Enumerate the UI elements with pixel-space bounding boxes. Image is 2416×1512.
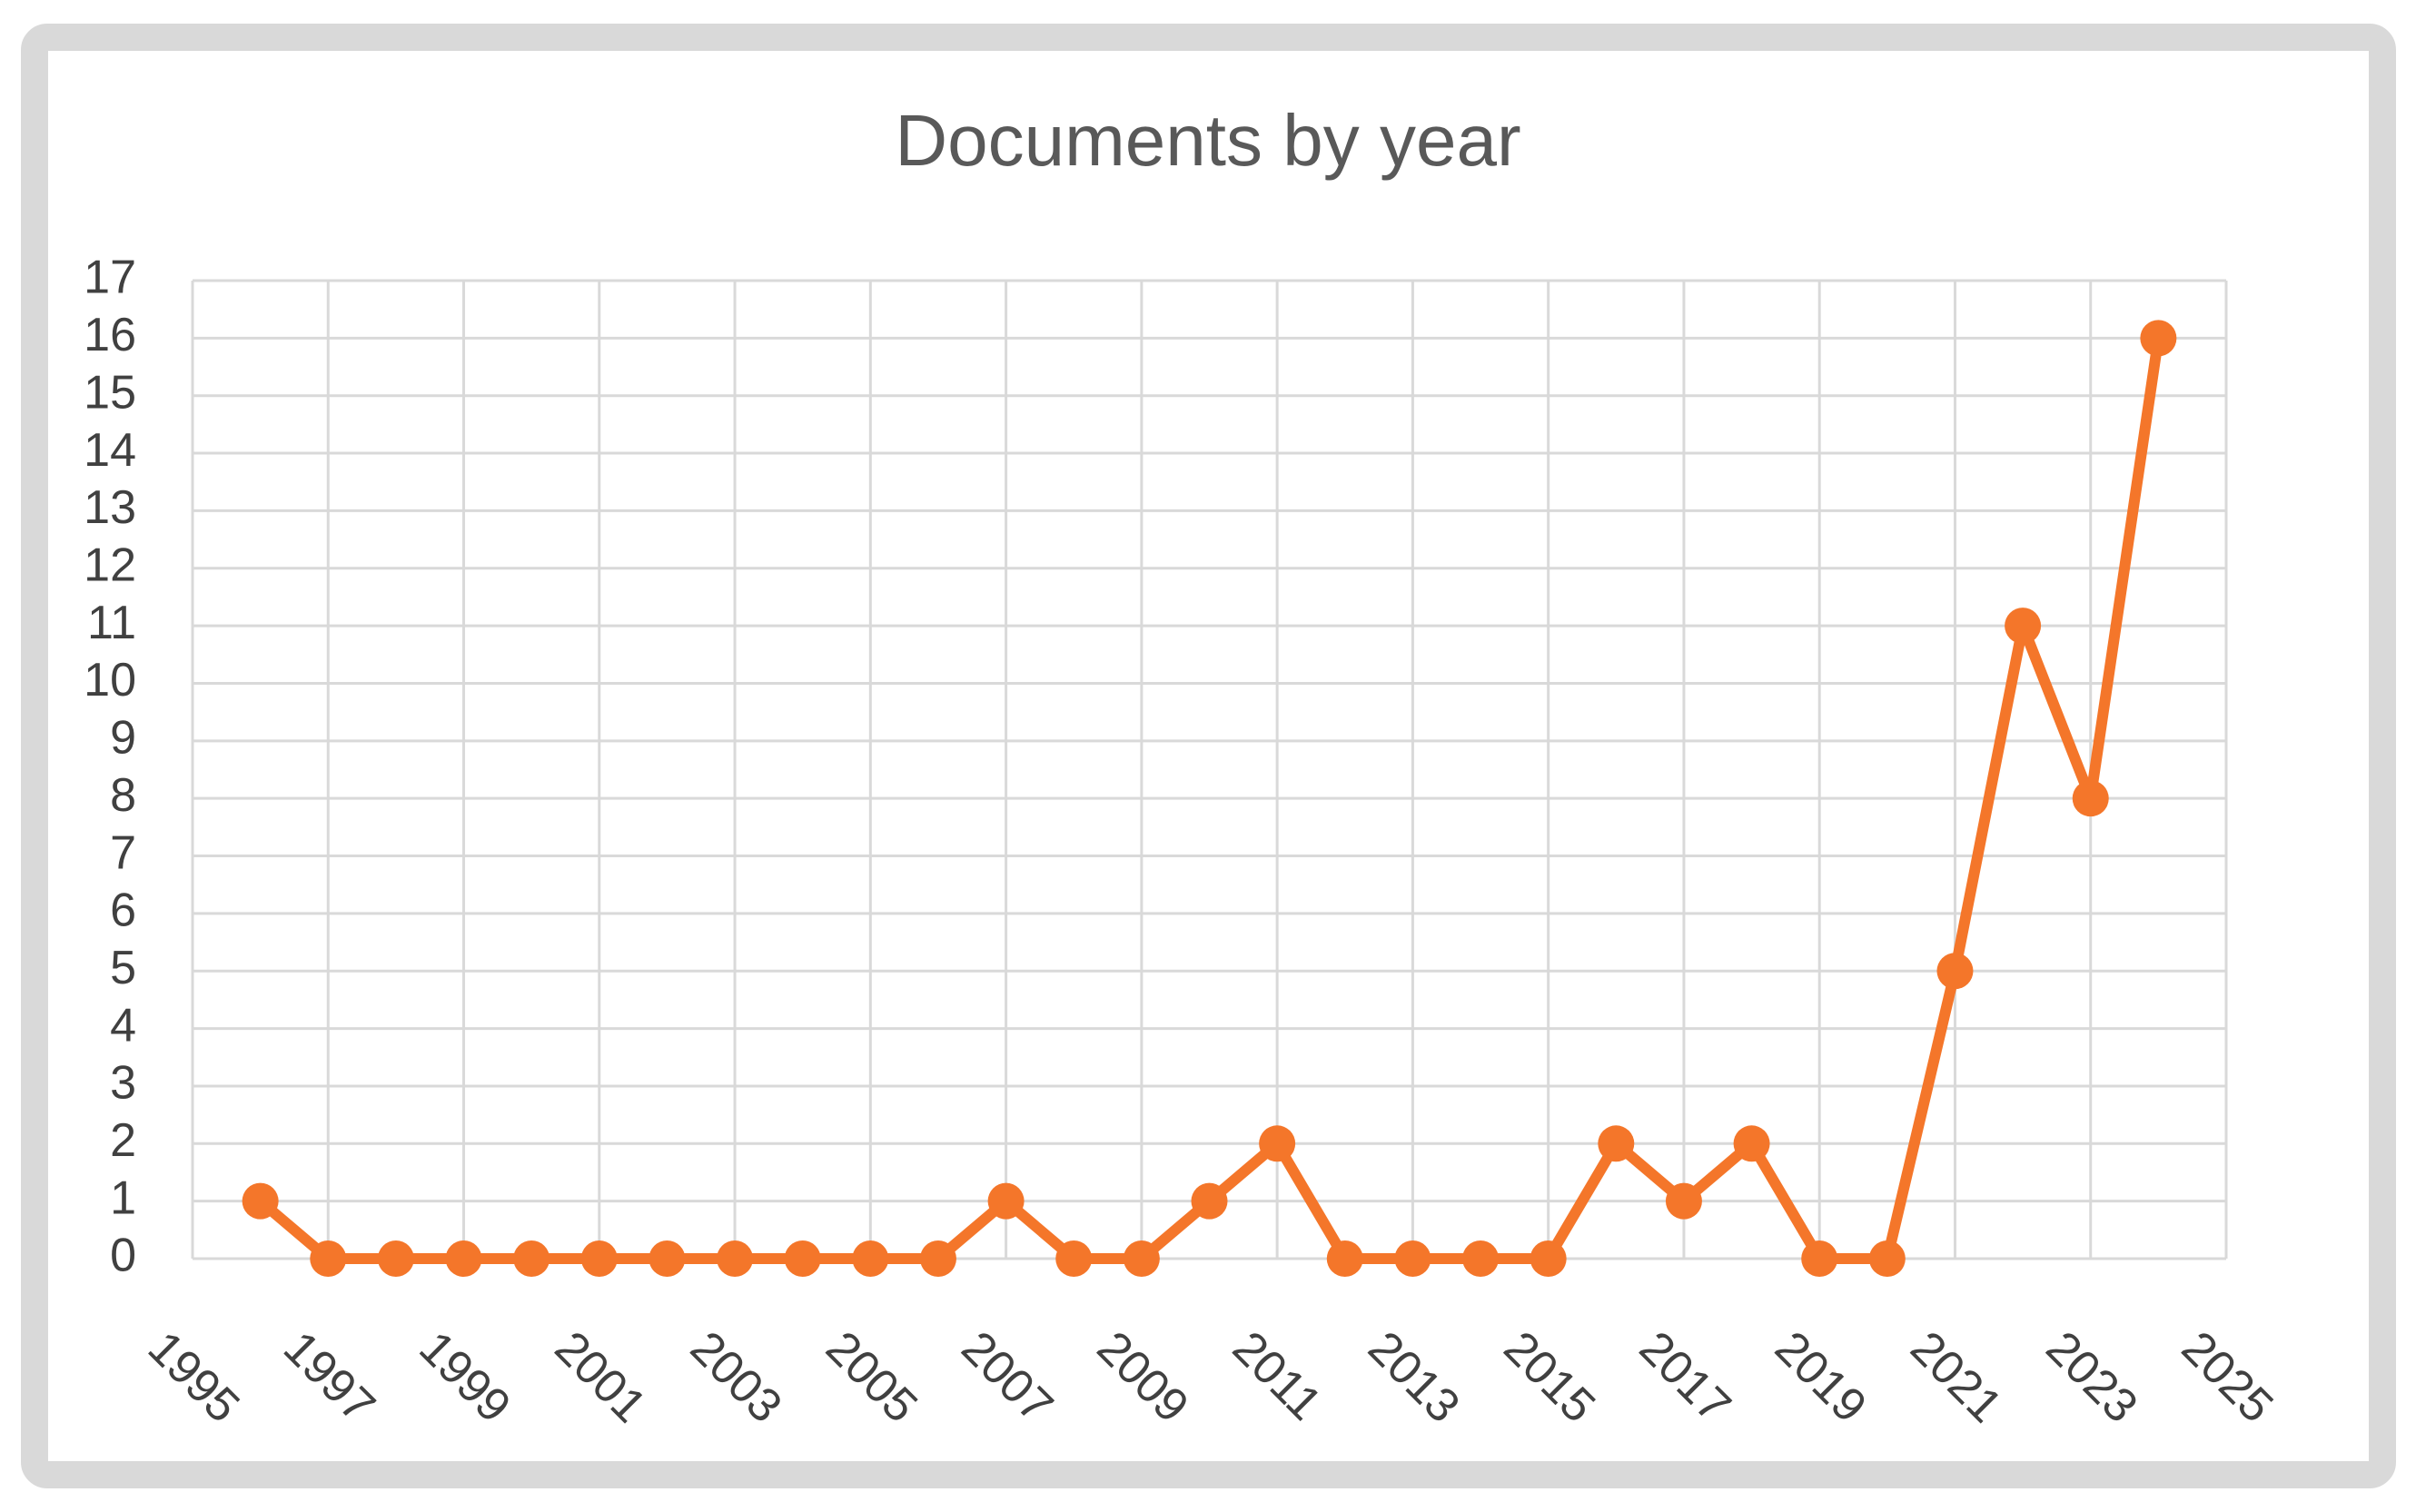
data-point [1733, 1125, 1770, 1162]
data-point [1598, 1125, 1635, 1162]
data-point [717, 1240, 754, 1277]
data-point [1462, 1240, 1500, 1277]
data-point [1123, 1240, 1160, 1277]
data-point [513, 1240, 550, 1277]
data-point [445, 1240, 482, 1277]
chart-title: Documents by year [895, 100, 1520, 181]
y-tick-label: 8 [110, 769, 136, 822]
y-tick-label: 9 [110, 712, 136, 765]
data-point [242, 1182, 279, 1220]
data-point [1801, 1240, 1838, 1277]
data-point [1665, 1182, 1702, 1220]
data-point [310, 1240, 347, 1277]
data-point [649, 1240, 686, 1277]
data-point [919, 1240, 956, 1277]
y-tick-label: 10 [84, 654, 136, 707]
y-tick-label: 14 [84, 424, 136, 477]
y-tick-label: 12 [84, 539, 136, 591]
data-point [580, 1240, 618, 1277]
data-point [1055, 1240, 1093, 1277]
data-point [1259, 1125, 1296, 1162]
y-tick-label: 3 [110, 1057, 136, 1110]
y-tick-label: 11 [87, 597, 136, 649]
data-point [1868, 1240, 1906, 1277]
y-tick-label: 5 [110, 942, 136, 994]
data-point [377, 1240, 414, 1277]
data-point [1530, 1240, 1567, 1277]
data-point [1326, 1240, 1363, 1277]
y-tick-label: 15 [84, 366, 136, 419]
data-point [1936, 953, 1974, 990]
data-point [2072, 780, 2109, 817]
y-tick-label: 13 [84, 481, 136, 534]
y-tick-label: 1 [110, 1171, 136, 1224]
y-tick-label: 7 [110, 826, 136, 879]
y-tick-label: 6 [110, 884, 136, 937]
data-point [2005, 608, 2042, 645]
data-point [1394, 1240, 1431, 1277]
y-tick-label: 16 [84, 309, 136, 361]
y-tick-label: 2 [110, 1114, 136, 1167]
data-point [784, 1240, 821, 1277]
y-tick-label: 0 [110, 1230, 136, 1282]
y-tick-label: 4 [110, 999, 136, 1052]
data-point [1191, 1182, 1228, 1220]
y-tick-label: 17 [84, 252, 136, 304]
data-point [987, 1182, 1025, 1220]
data-point [2140, 320, 2177, 357]
data-point [852, 1240, 889, 1277]
